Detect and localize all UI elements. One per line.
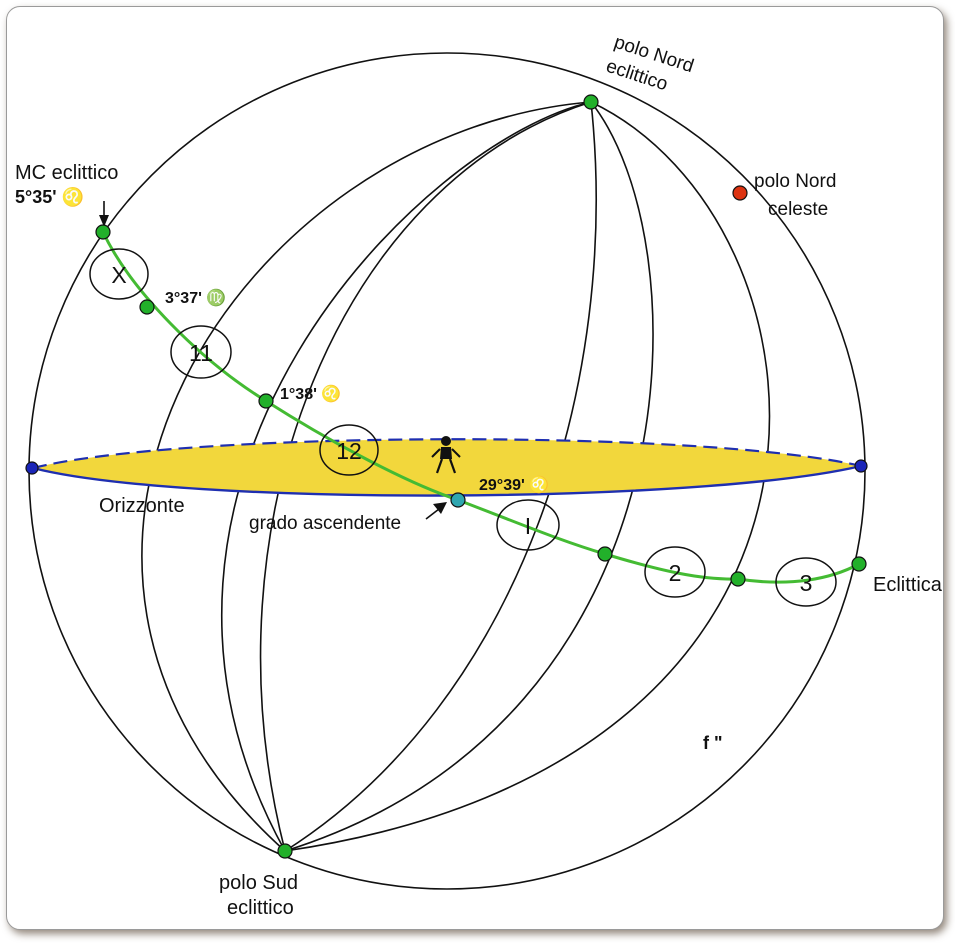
celestial-sphere-diagram: X 11 12 I 2 3 polo N <box>15 32 943 919</box>
house-label-11: 11 <box>189 340 213 366</box>
house-label-12: 12 <box>336 438 362 464</box>
house-markers <box>89 248 837 607</box>
house-label-X: X <box>111 262 126 288</box>
ascendant-arrow-icon <box>425 502 447 520</box>
cusp-2-point <box>597 546 613 562</box>
meridian-1 <box>259 101 592 852</box>
meridian-6 <box>141 101 592 852</box>
house-circle-I <box>496 499 560 551</box>
ecliptic-end-point <box>851 556 867 572</box>
points <box>25 94 868 859</box>
meridian-3 <box>284 101 597 852</box>
south-ecliptic-pole-point <box>277 843 293 859</box>
ecliptic-label: Eclittica <box>873 574 943 596</box>
horizon-west-point <box>25 461 39 475</box>
horizon-east-point <box>854 459 868 473</box>
house-circle-12 <box>319 424 379 476</box>
mc-label-1: MC eclittico <box>15 162 118 184</box>
ascendant-label: grado ascendente <box>249 513 401 534</box>
figure-id-label: f " <box>703 733 723 753</box>
horizon-plane <box>32 438 862 497</box>
horizon-fill <box>33 439 861 496</box>
cusp-11-point <box>139 299 155 315</box>
house-circle-2 <box>644 546 706 598</box>
mc-label-2: 5°35' ♌ <box>15 186 84 207</box>
cusp-3-point <box>730 571 746 587</box>
ascendant-degree-label: 29°39' ♌ <box>479 475 549 494</box>
observer-figure-icon <box>431 436 461 474</box>
south-ecliptic-pole-label-2: eclittico <box>227 897 294 919</box>
meridian-2 <box>220 101 592 852</box>
meridian-5 <box>284 101 771 852</box>
meridians <box>141 101 771 852</box>
house-numbers: X 11 12 I 2 3 <box>111 262 812 596</box>
north-celestial-pole-label-2: celeste <box>768 199 828 220</box>
ascendant-point <box>450 492 466 508</box>
house-label-3: 3 <box>800 570 813 596</box>
north-ecliptic-pole-point <box>583 94 599 110</box>
house-label-I: I <box>525 513 531 539</box>
horizon-label: Orizzonte <box>99 495 185 517</box>
house-circle-X <box>89 248 149 300</box>
house-circle-3 <box>775 557 837 607</box>
south-ecliptic-pole-label-1: polo Sud <box>219 872 298 894</box>
pointer-arrow-icon <box>99 201 109 227</box>
house-label-2: 2 <box>669 560 682 586</box>
ecliptic-line <box>101 231 860 584</box>
diagram-frame: X 11 12 I 2 3 polo N <box>6 6 944 930</box>
cusp-12-label: 1°38' ♌ <box>280 384 341 403</box>
house-circle-11 <box>170 325 232 379</box>
cusp-12-point <box>258 393 274 409</box>
north-celestial-pole-point <box>732 185 748 201</box>
mc-point <box>95 224 111 240</box>
north-celestial-pole-label-1: polo Nord <box>754 171 836 192</box>
cusp-11-label: 3°37' ♍ <box>165 288 226 307</box>
